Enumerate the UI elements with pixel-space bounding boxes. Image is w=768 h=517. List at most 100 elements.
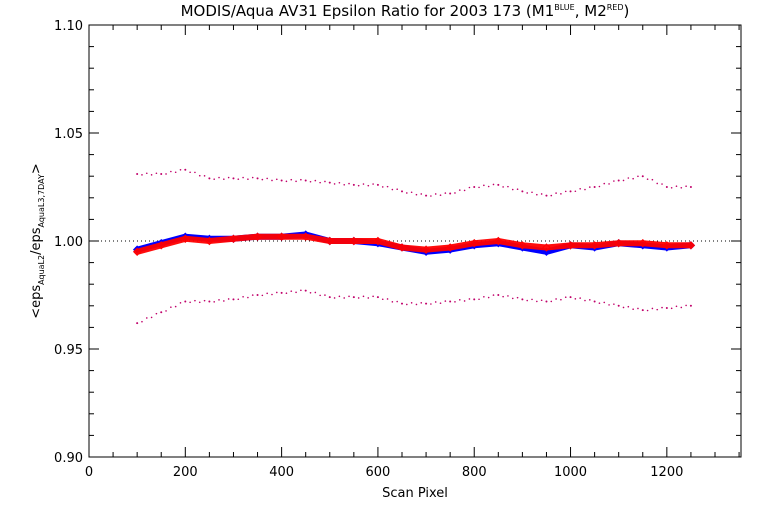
- series-2-dot: [584, 188, 586, 191]
- chart-title-mid: , M2: [575, 2, 607, 20]
- series-2-dot: [285, 180, 288, 183]
- series-3-dot: [502, 295, 504, 298]
- series-3-dot: [670, 307, 673, 310]
- series-3-dot: [290, 290, 293, 292]
- series-3-point: [400, 302, 403, 305]
- series-1-point: [421, 245, 431, 254]
- series-3-dot: [410, 302, 413, 304]
- series-1-point: [662, 241, 672, 250]
- series-3-point: [256, 294, 259, 296]
- series-3-dot: [381, 298, 384, 301]
- series-3-dot: [165, 310, 167, 312]
- series-2-dot: [516, 188, 519, 191]
- series-2-dot: [540, 193, 543, 195]
- series-3-point: [689, 304, 692, 307]
- series-1-point: [325, 236, 334, 246]
- series-3-point: [617, 304, 620, 307]
- series-2-dot: [511, 188, 514, 191]
- series-2-dot: [266, 177, 268, 180]
- series-2-dot: [608, 183, 610, 185]
- series-2-dot: [622, 179, 625, 182]
- series-1-point: [470, 238, 479, 248]
- series-3-dot: [319, 294, 321, 297]
- series-3-dot: [598, 302, 601, 304]
- series-3-dot: [622, 306, 625, 309]
- series-2-dot: [324, 180, 326, 183]
- series-3-dot: [266, 292, 268, 295]
- series-2-dot: [213, 178, 215, 180]
- series-3-dot: [242, 295, 244, 298]
- series-2-dot: [492, 183, 495, 186]
- series-2-dot: [189, 171, 191, 174]
- series-3-point: [449, 300, 452, 303]
- series-3-dot: [579, 297, 581, 299]
- series-2-dot: [656, 182, 659, 185]
- series-3-point: [593, 300, 596, 303]
- series-3-dot: [251, 294, 254, 296]
- y-axis-title-slash: /eps: [29, 227, 44, 255]
- series-1-point: [253, 232, 262, 241]
- series-2-point: [160, 173, 163, 176]
- series-3-dot: [458, 299, 461, 301]
- series-3-dot: [261, 294, 264, 297]
- x-tick-label: 0: [85, 465, 93, 480]
- series-3-dot: [651, 307, 654, 310]
- series-3-dot: [338, 295, 341, 298]
- series-2-dot: [507, 185, 509, 188]
- series-2-dot: [434, 193, 437, 195]
- series-3-dot: [194, 299, 196, 302]
- series-3-dot: [536, 300, 538, 303]
- series-3-dot: [492, 294, 495, 296]
- chart-title: MODIS/Aqua AV31 Epsilon Ratio for 2003 1…: [181, 2, 630, 20]
- series-2-dot: [237, 178, 240, 180]
- series-3-point: [304, 289, 307, 292]
- series-1-point: [349, 236, 359, 246]
- series-2-point: [569, 190, 572, 193]
- series-3-dot: [203, 299, 206, 302]
- series-3-point: [425, 302, 428, 305]
- series-1-point: [229, 234, 238, 244]
- series-1-point: [686, 241, 696, 250]
- series-2-dot: [410, 191, 413, 194]
- series-3-dot: [526, 299, 528, 302]
- series-2-dot: [430, 195, 432, 197]
- series-3-point: [280, 291, 283, 294]
- series-2-dot: [165, 173, 167, 175]
- series-2-dot: [386, 185, 389, 188]
- x-tick-label: 400: [269, 465, 294, 480]
- series-3-dot: [584, 299, 586, 302]
- series-2-dot: [579, 187, 581, 190]
- series-2-dot: [343, 183, 346, 186]
- chart-title-end: ): [624, 2, 630, 20]
- series-2-dot: [396, 188, 398, 191]
- series-3-dot: [560, 298, 562, 301]
- series-2-point: [256, 177, 259, 180]
- series-3-dot: [430, 303, 432, 305]
- series-2-point: [425, 194, 428, 197]
- series-1-point: [181, 234, 190, 244]
- series-2-dot: [588, 186, 591, 188]
- series-1-point: [397, 243, 407, 252]
- series-2-dot: [141, 174, 143, 176]
- series-3-point: [545, 300, 548, 303]
- series-3-dot: [415, 303, 418, 306]
- series-2-dot: [444, 192, 447, 194]
- series-3-dot: [198, 301, 201, 304]
- series-3-point: [136, 322, 139, 325]
- series-2-point: [545, 194, 548, 197]
- series-2-point: [593, 186, 596, 188]
- series-2-point: [304, 179, 307, 182]
- series-1-point: [157, 241, 166, 250]
- x-axis-title: Scan Pixel: [382, 486, 448, 501]
- series-2-dot: [314, 179, 317, 182]
- series-2-dot: [613, 180, 615, 182]
- y-axis-title: <epsAquaL2/epsAquaL3,7DAY>: [29, 163, 46, 319]
- y-axis-title-close: >: [29, 163, 44, 174]
- y-tick-label: 1.10: [54, 19, 83, 34]
- series-2-dot: [362, 183, 365, 185]
- series-2-dot: [247, 178, 249, 180]
- series-1-point: [277, 232, 286, 241]
- series-1-point: [132, 247, 142, 257]
- series-3-dot: [507, 295, 509, 297]
